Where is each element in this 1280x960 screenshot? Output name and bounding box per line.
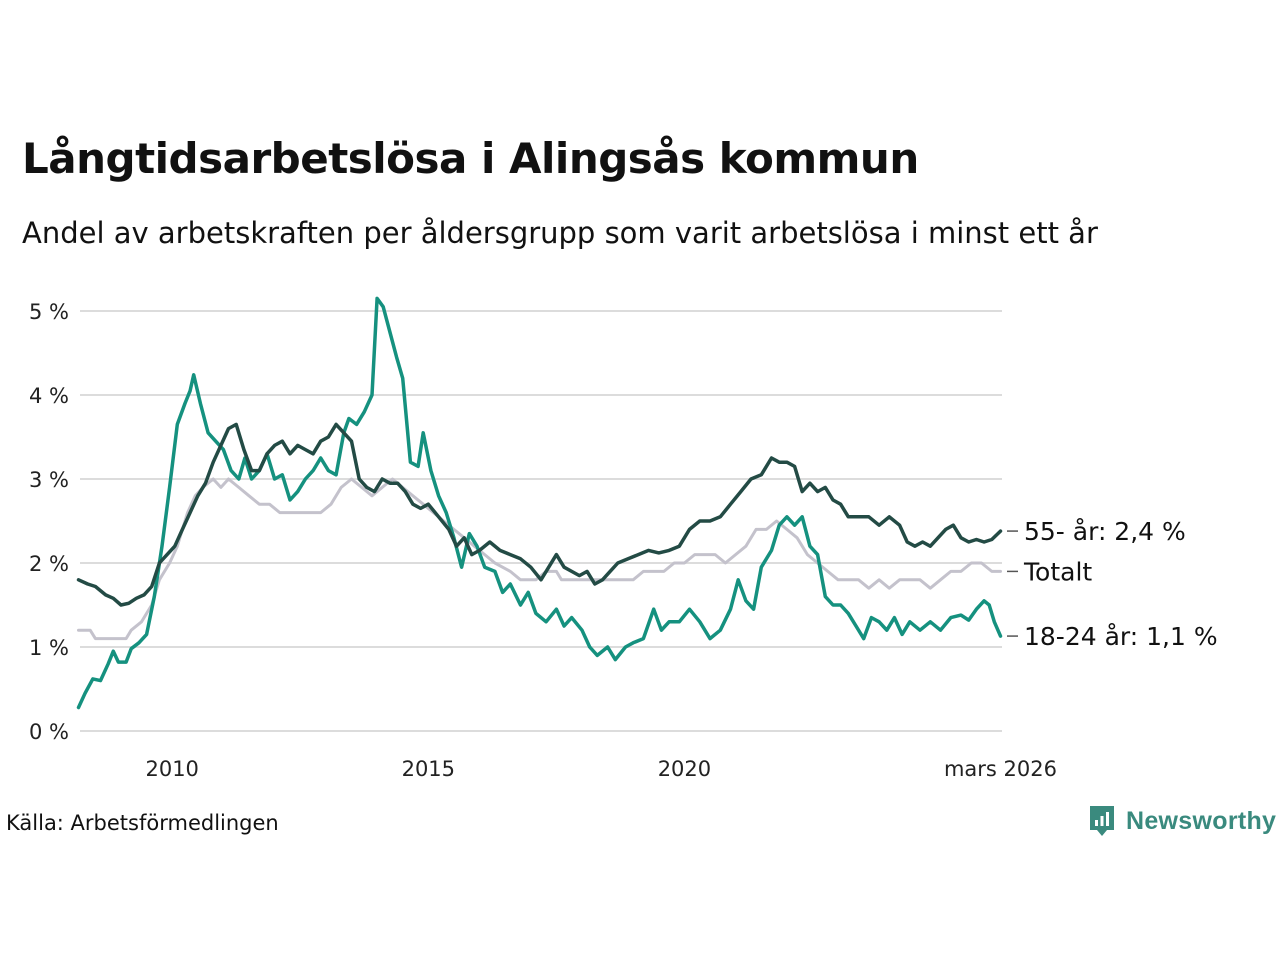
series-end-label: 18-24 år: 1,1 % [1024, 622, 1218, 651]
y-tick-label: 3 % [29, 468, 69, 492]
brand-logo[interactable]: Newsworthy [1088, 804, 1276, 838]
x-tick-label: mars 2026 [944, 757, 1057, 781]
chart-subtitle: Andel av arbetskraften per åldersgrupp s… [22, 216, 1098, 250]
series-line-55-r [76, 422, 1003, 607]
y-tick-label: 4 % [29, 384, 69, 408]
x-tick-label: 2020 [658, 757, 711, 781]
chart-title: Långtidsarbetslösa i Alingsås kommun [22, 134, 919, 183]
x-tick-label: 2015 [402, 757, 455, 781]
y-tick-label: 5 % [29, 300, 69, 324]
series-end-label: 55- år: 2,4 % [1024, 517, 1186, 546]
x-tick-label: 2010 [145, 757, 198, 781]
y-tick-label: 0 % [29, 720, 69, 744]
series-line-totalt [77, 477, 1002, 641]
newsworthy-logo-icon [1090, 806, 1114, 836]
brand-name: Newsworthy [1126, 806, 1277, 835]
y-tick-label: 1 % [29, 636, 69, 660]
series-end-label: Totalt [1023, 557, 1092, 586]
y-tick-label: 2 % [29, 552, 69, 576]
series-line-18-24-r [76, 296, 1003, 710]
source-note: Källa: Arbetsförmedlingen [6, 811, 279, 835]
